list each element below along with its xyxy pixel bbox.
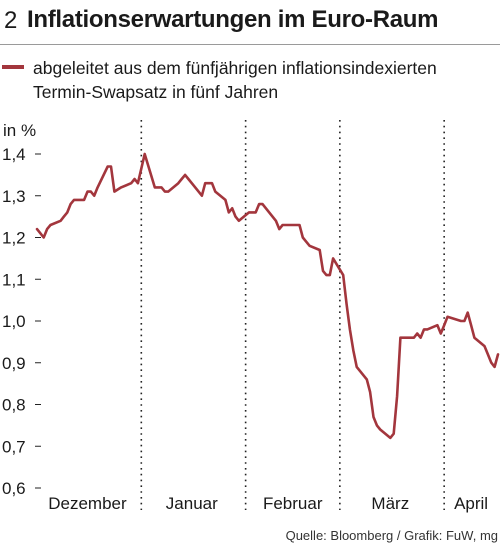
y-tick-label: 1,2 — [2, 229, 26, 248]
y-tick-label: 0,7 — [2, 437, 26, 456]
y-tick-label: 0,9 — [2, 354, 26, 373]
y-tick-label: 1,3 — [2, 187, 26, 206]
figure-number: 2 — [4, 7, 18, 34]
y-tick-label: 1,1 — [2, 270, 26, 289]
chart-header: 2 Inflationserwartungen im Euro-Raum — [0, 0, 500, 44]
header-divider — [0, 44, 500, 45]
source-credit: Quelle: Bloomberg / Grafik: FuW, mg — [285, 528, 498, 543]
y-axis: 1,4 1,3 1,2 1,1 1,0 0,9 0,8 0,7 0,6 — [2, 145, 41, 498]
x-tick-label: März — [371, 494, 409, 513]
x-axis: Dezember Januar Februar März April — [48, 494, 488, 513]
x-tick-label: Januar — [166, 494, 218, 513]
y-tick-label: 0,6 — [2, 479, 26, 498]
y-tick-label: 0,8 — [2, 396, 26, 415]
y-tick-label: 1,4 — [2, 145, 26, 164]
series — [35, 152, 500, 440]
legend-line-1: abgeleitet aus dem fünfjährigen inflatio… — [33, 58, 437, 78]
grid — [140, 120, 445, 510]
y-axis-unit: in % — [3, 121, 37, 140]
legend-swatch — [2, 65, 24, 69]
series-line — [35, 152, 500, 440]
y-tick-label: 1,0 — [2, 312, 26, 331]
x-tick-label: April — [454, 494, 488, 513]
legend-label: abgeleitet aus dem fünfjährigen inflatio… — [33, 56, 437, 104]
x-tick-label: Dezember — [48, 494, 127, 513]
legend-line-2: Termin-Swapsatz in fünf Jahren — [33, 82, 279, 102]
chart-title: Inflationserwartungen im Euro-Raum — [27, 6, 439, 33]
x-tick-label: Februar — [263, 494, 323, 513]
